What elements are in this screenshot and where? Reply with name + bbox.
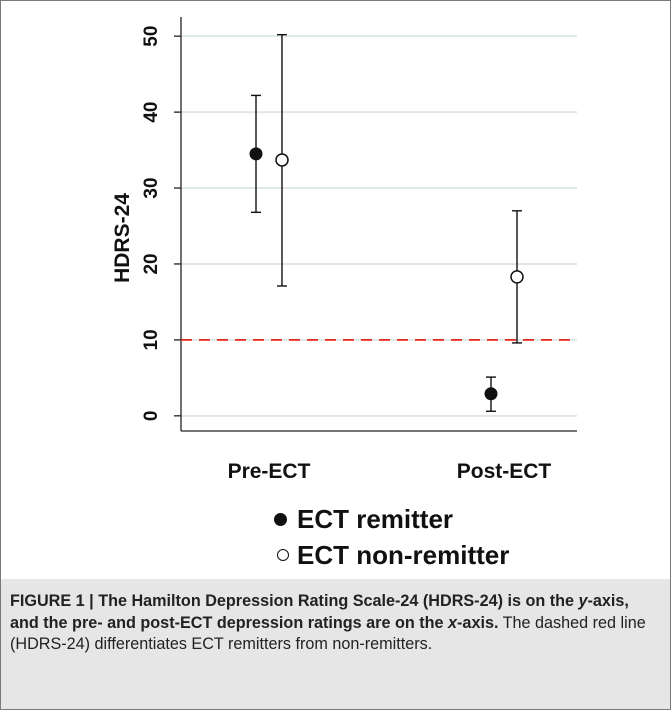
caption-title-x: x: [448, 613, 458, 632]
legend-label-remitter: ECT remitter: [297, 504, 454, 534]
caption-title-part3: -axis.: [457, 613, 499, 632]
caption-title-y: y: [578, 592, 588, 610]
caption-figure-label: FIGURE 1 |: [10, 592, 99, 610]
x-category-label: Pre-ECT: [228, 460, 311, 483]
y-tick-label: 40: [141, 102, 162, 123]
caption-title-part2: -axis, and the pre- and post-ECT depress…: [10, 592, 629, 632]
plot-area: 0 10 20 30 40 50 HDRS-24 Pre-ECT Post-ECT: [1, 1, 670, 579]
caption-body: The dashed red line (HDRS-24) differenti…: [10, 613, 646, 654]
legend-item-remitter: ECT remitter: [274, 504, 453, 535]
data-point-non-remitter: [510, 270, 524, 284]
y-tick-label: 50: [141, 26, 162, 47]
y-tick-label: 0: [141, 411, 162, 422]
filled-circle-icon: [274, 512, 287, 526]
y-axis-title: HDRS-24: [111, 193, 134, 283]
y-tick-label: 30: [141, 177, 162, 198]
data-point-non-remitter: [275, 153, 289, 167]
data-point-remitter: [484, 387, 498, 401]
legend-item-non-remitter: ECT non-remitter: [277, 540, 509, 571]
x-category-label: Post-ECT: [457, 460, 552, 483]
caption-title-part1: The Hamilton Depression Rating Scale-24 …: [98, 592, 579, 610]
hollow-circle-icon: [277, 549, 289, 562]
y-tick-label: 10: [141, 329, 162, 350]
figure-caption: FIGURE 1 | The Hamilton Depression Ratin…: [10, 591, 660, 656]
y-tick-label: 20: [141, 253, 162, 274]
legend-label-non-remitter: ECT non-remitter: [297, 540, 510, 570]
data-point-remitter: [249, 147, 263, 161]
caption-box: FIGURE 1 | The Hamilton Depression Ratin…: [1, 579, 670, 709]
chart: 0 10 20 30 40 50 HDRS-24 Pre-ECT Post-ECT: [111, 17, 577, 483]
